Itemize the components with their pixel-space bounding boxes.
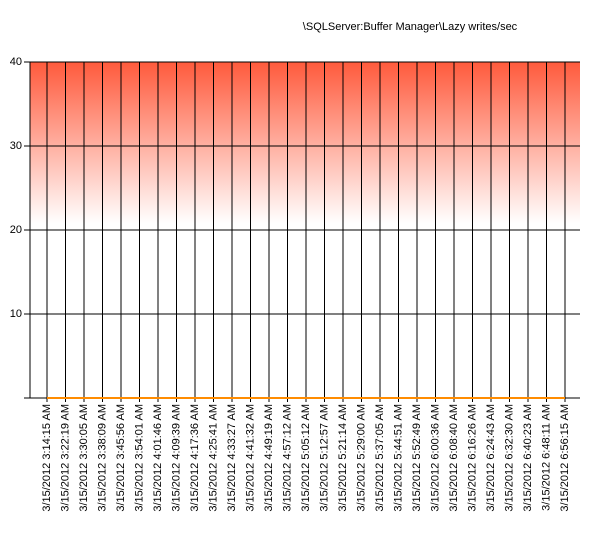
x-tick-label: 3/15/2012 6:24:43 AM — [485, 404, 497, 512]
y-tick-label: 10 — [10, 308, 22, 320]
x-tick-label: 3/15/2012 4:25:41 AM — [207, 404, 219, 512]
x-tick-label: 3/15/2012 3:54:01 AM — [133, 404, 145, 512]
x-tick-label: 3/15/2012 5:05:12 AM — [300, 404, 312, 512]
x-tick-label: 3/15/2012 5:37:05 AM — [374, 404, 386, 512]
x-tick-label: 3/15/2012 3:30:05 AM — [78, 404, 90, 512]
x-tick-label: 3/15/2012 4:01:46 AM — [152, 404, 164, 512]
x-tick-label: 3/15/2012 5:44:51 AM — [392, 404, 404, 512]
x-tick-label: 3/15/2012 4:17:36 AM — [189, 404, 201, 512]
x-tick-label: 3/15/2012 4:57:12 AM — [281, 404, 293, 512]
y-tick-label: 20 — [10, 224, 22, 236]
x-tick-label: 3/15/2012 5:52:49 AM — [411, 404, 423, 512]
x-tick-label: 3/15/2012 4:33:27 AM — [226, 404, 238, 512]
x-tick-label: 3/15/2012 4:09:39 AM — [170, 404, 182, 512]
x-tick-label: 3/15/2012 3:22:19 AM — [59, 404, 71, 512]
chart-title: \SQLServer:Buffer Manager\Lazy writes/se… — [303, 21, 518, 33]
x-tick-label: 3/15/2012 6:48:11 AM — [540, 404, 552, 511]
x-tick-label: 3/15/2012 4:49:19 AM — [263, 404, 275, 512]
x-tick-label: 3/15/2012 5:29:00 AM — [355, 404, 367, 512]
x-tick-label: 3/15/2012 3:38:09 AM — [96, 404, 108, 512]
x-tick-label: 3/15/2012 6:16:26 AM — [466, 404, 478, 512]
x-tick-label: 3/15/2012 6:40:23 AM — [522, 404, 534, 512]
x-tick-label: 3/15/2012 6:00:36 AM — [429, 404, 441, 512]
x-tick-label: 3/15/2012 3:45:56 AM — [115, 404, 127, 512]
x-tick-label: 3/15/2012 3:14:15 AM — [41, 404, 53, 512]
x-tick-label: 3/15/2012 6:08:40 AM — [448, 404, 460, 512]
y-tick-label: 30 — [10, 140, 22, 152]
x-tick-label: 3/15/2012 6:56:15 AM — [559, 404, 571, 512]
x-tick-label: 3/15/2012 4:41:32 AM — [244, 404, 256, 512]
y-tick-label: 40 — [10, 56, 22, 68]
x-tick-label: 3/15/2012 5:21:14 AM — [337, 404, 349, 512]
x-tick-label: 3/15/2012 6:32:30 AM — [503, 404, 515, 512]
x-tick-label: 3/15/2012 5:12:57 AM — [318, 404, 330, 512]
